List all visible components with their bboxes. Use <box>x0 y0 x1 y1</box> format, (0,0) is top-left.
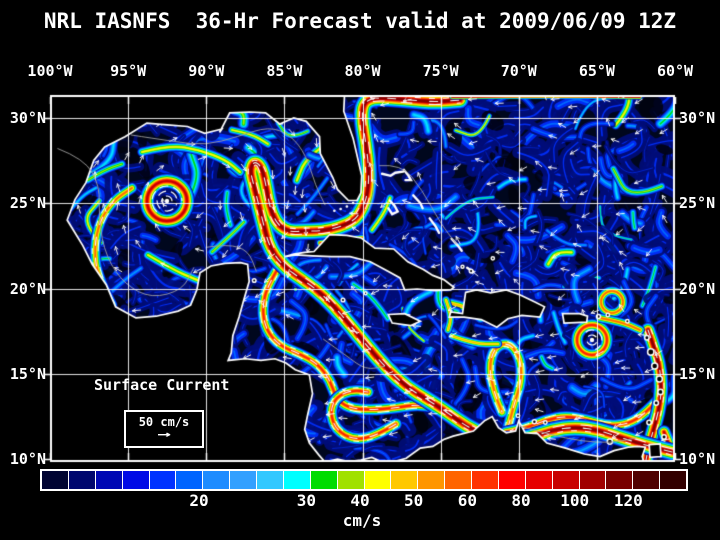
colorbar-tick-label: 60 <box>457 491 477 510</box>
colorbar-segment <box>149 471 177 489</box>
lon-label: 70°W <box>500 62 537 80</box>
colorbar-tick-label: 100 <box>560 491 590 510</box>
colorbar-segment <box>633 471 661 489</box>
lat-label-left: 15°N <box>9 365 46 384</box>
colorbar-segment <box>391 471 419 489</box>
colorbar-segment <box>498 471 526 489</box>
colorbar-segment <box>230 471 257 489</box>
scale-box: 50 cm/s → <box>124 410 204 448</box>
legend-title: Surface Current <box>94 376 230 394</box>
colorbar-segment <box>122 471 150 489</box>
colorbar-segment <box>418 471 446 489</box>
colorbar-segment <box>660 471 686 489</box>
lon-label: 65°W <box>578 62 615 80</box>
colorbar-segment <box>68 471 96 489</box>
colorbar-units: cm/s <box>342 511 382 530</box>
lat-label-left: 10°N <box>9 450 46 469</box>
lat-label-right: 15°N <box>679 365 716 384</box>
lat-label-left: 30°N <box>9 109 46 127</box>
colorbar-segment <box>337 471 365 489</box>
colorbar-segment <box>203 471 231 489</box>
lat-label-right: 30°N <box>679 109 716 127</box>
lat-label-left: 25°N <box>9 194 46 213</box>
lat-label-right: 25°N <box>679 194 716 213</box>
page-title: NRL IASNFS 36-Hr Forecast valid at 2009/… <box>43 9 677 33</box>
lat-label-right: 20°N <box>679 279 716 298</box>
lon-label: 60°W <box>656 62 694 80</box>
colorbar <box>40 469 688 491</box>
colorbar-segment <box>552 471 580 489</box>
lat-label-right: 10°N <box>679 450 716 469</box>
lon-label: 90°W <box>188 62 225 80</box>
colorbar-segment <box>579 471 607 489</box>
lon-label: 95°W <box>110 62 147 80</box>
colorbar-segment <box>525 471 553 489</box>
colorbar-segment <box>42 471 69 489</box>
colorbar-segment <box>445 471 472 489</box>
lat-label-left: 20°N <box>9 279 46 298</box>
colorbar-segment <box>472 471 499 489</box>
colorbar-segment <box>283 471 311 489</box>
colorbar-tick-label: 120 <box>613 491 643 510</box>
lon-label: 100°W <box>27 62 73 80</box>
colorbar-segment <box>364 471 392 489</box>
lon-label: 75°W <box>422 62 459 80</box>
scale-arrow-icon: → <box>157 427 171 441</box>
lon-label: 85°W <box>266 62 303 80</box>
colorbar-tick-label: 80 <box>511 491 531 510</box>
colorbar-tick-label: 20 <box>189 491 209 510</box>
colorbar-segment <box>606 471 634 489</box>
scale-value: 50 cm/s <box>138 415 190 429</box>
colorbar-tick-label: 50 <box>404 491 424 510</box>
colorbar-segment <box>95 471 123 489</box>
lon-label: 80°W <box>344 62 381 80</box>
colorbar-tick-label: 40 <box>350 491 370 510</box>
colorbar-tick-label: 30 <box>296 491 316 510</box>
colorbar-segment <box>176 471 204 489</box>
colorbar-segment <box>310 471 338 489</box>
colorbar-segment <box>257 471 284 489</box>
